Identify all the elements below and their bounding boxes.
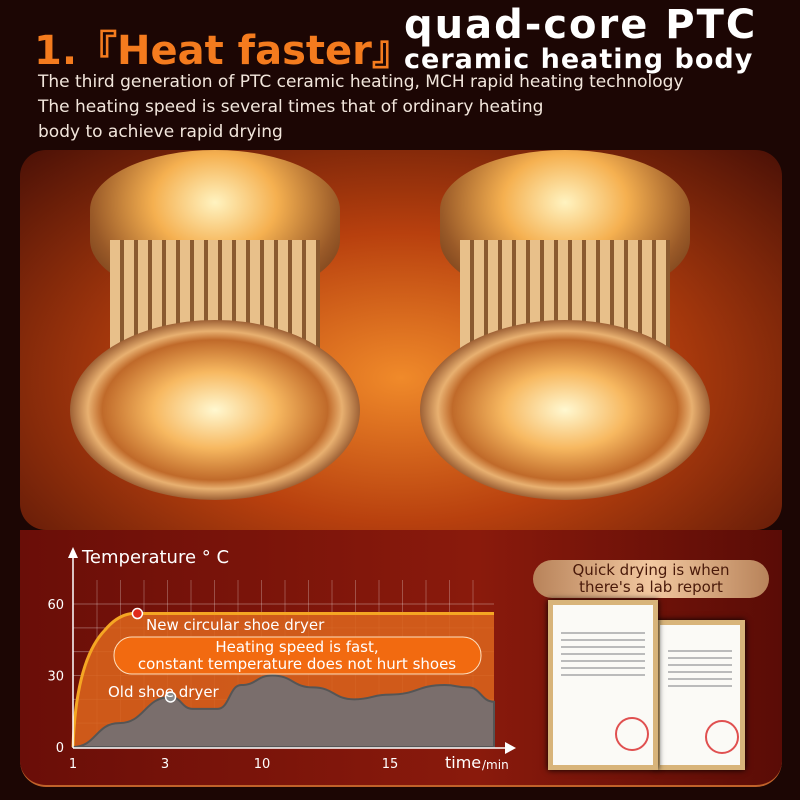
x-axis-arrow-icon (505, 742, 516, 754)
product-image (20, 150, 782, 530)
description-line: The third generation of PTC ceramic heat… (38, 72, 684, 92)
y-tick-label: 0 (56, 741, 64, 756)
y-axis-arrow-icon (68, 547, 78, 558)
x-tick-label: 15 (382, 757, 399, 772)
subheadline: ceramic heating body (404, 44, 754, 75)
badge-line: there's a lab report (579, 578, 723, 596)
new-dryer-marker (131, 607, 144, 620)
callout-line: Heating speed is fast, (215, 638, 378, 656)
certificate-image (655, 620, 745, 770)
callout-box (113, 636, 482, 675)
series-label-old: Old shoe dryer (108, 683, 220, 701)
new-dryer-line (71, 611, 494, 748)
x-axis-unit: /min (482, 758, 509, 772)
old-dryer-marker (164, 691, 177, 703)
heater-core-image (70, 150, 360, 510)
series-label-new: New circular shoe dryer (146, 616, 325, 634)
section-title: 1.『Heat faster』 (34, 28, 412, 74)
heater-core-image (420, 150, 710, 510)
description-line: body to achieve rapid drying (38, 122, 283, 142)
y-tick-label: 60 (47, 598, 64, 613)
certificate-image (548, 600, 658, 770)
badge-line: Quick drying is when (572, 561, 730, 579)
x-tick-label: 3 (161, 757, 169, 772)
x-tick-label: 1 (69, 757, 77, 772)
callout-line: constant temperature does not hurt shoes (138, 655, 456, 673)
y-tick-label: 30 (47, 670, 64, 685)
x-tick-label: 10 (254, 757, 271, 772)
lab-report-badge: Quick drying is when there's a lab repor… (533, 560, 769, 598)
description-line: The heating speed is several times that … (38, 97, 544, 117)
x-axis-label: time (445, 753, 481, 772)
headline: quad-core PTC (404, 2, 758, 48)
y-axis-label: Temperature ° C (81, 547, 229, 568)
